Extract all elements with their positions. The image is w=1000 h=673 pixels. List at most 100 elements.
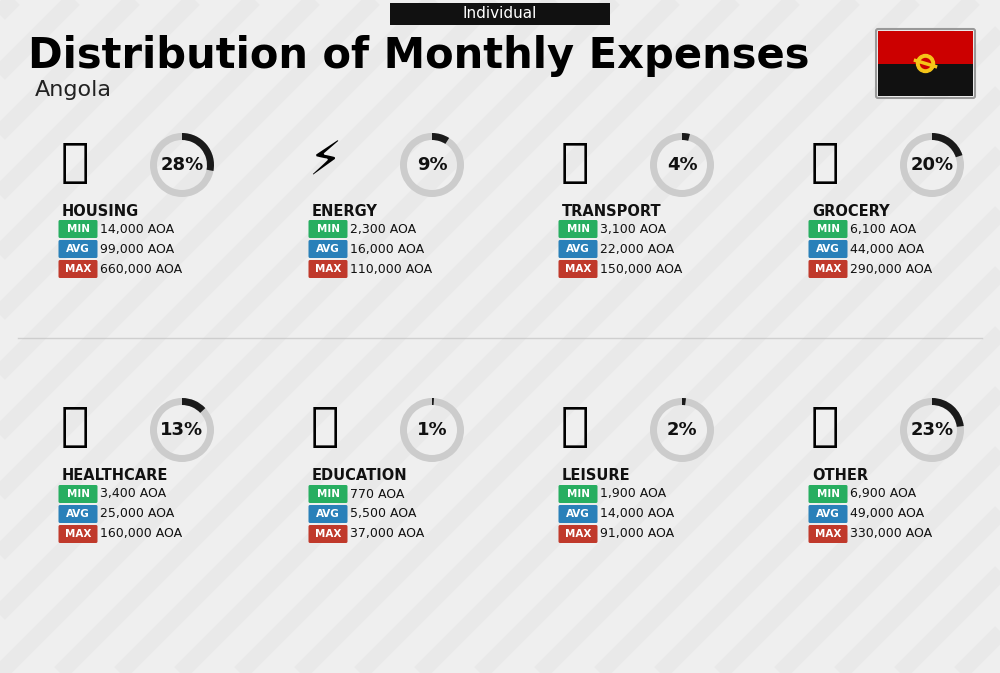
Text: 160,000 AOA: 160,000 AOA <box>100 528 182 540</box>
Text: 23%: 23% <box>910 421 954 439</box>
FancyBboxPatch shape <box>558 240 598 258</box>
Wedge shape <box>150 398 214 462</box>
Text: AVG: AVG <box>316 509 340 519</box>
Text: GROCERY: GROCERY <box>812 203 890 219</box>
FancyBboxPatch shape <box>808 485 848 503</box>
Text: MAX: MAX <box>315 529 341 539</box>
Text: 1,900 AOA: 1,900 AOA <box>600 487 666 501</box>
Text: OTHER: OTHER <box>812 468 868 483</box>
Text: Individual: Individual <box>463 7 537 22</box>
FancyBboxPatch shape <box>308 260 348 278</box>
Wedge shape <box>682 133 690 141</box>
FancyBboxPatch shape <box>58 260 98 278</box>
Text: 37,000 AOA: 37,000 AOA <box>350 528 424 540</box>
Text: MAX: MAX <box>65 264 91 274</box>
FancyBboxPatch shape <box>558 485 598 503</box>
Text: AVG: AVG <box>816 509 840 519</box>
FancyBboxPatch shape <box>390 3 610 25</box>
Text: LEISURE: LEISURE <box>562 468 631 483</box>
FancyBboxPatch shape <box>308 485 348 503</box>
Text: Distribution of Monthly Expenses: Distribution of Monthly Expenses <box>28 35 810 77</box>
Text: 660,000 AOA: 660,000 AOA <box>100 262 182 275</box>
FancyBboxPatch shape <box>558 505 598 523</box>
Text: 2%: 2% <box>667 421 697 439</box>
FancyBboxPatch shape <box>308 220 348 238</box>
Text: MAX: MAX <box>815 264 841 274</box>
FancyBboxPatch shape <box>558 260 598 278</box>
Text: MIN: MIN <box>66 224 90 234</box>
Text: AVG: AVG <box>566 244 590 254</box>
Circle shape <box>920 59 930 69</box>
Text: AVG: AVG <box>316 244 340 254</box>
Text: MAX: MAX <box>815 529 841 539</box>
Polygon shape <box>878 31 973 63</box>
Text: 🛍: 🛍 <box>561 406 589 450</box>
FancyBboxPatch shape <box>558 525 598 543</box>
FancyBboxPatch shape <box>808 260 848 278</box>
Text: AVG: AVG <box>816 244 840 254</box>
Wedge shape <box>150 133 214 197</box>
FancyBboxPatch shape <box>808 505 848 523</box>
Text: 🚌: 🚌 <box>561 141 589 186</box>
Text: MAX: MAX <box>315 264 341 274</box>
Text: 14,000 AOA: 14,000 AOA <box>600 507 674 520</box>
Text: MIN: MIN <box>566 489 590 499</box>
FancyBboxPatch shape <box>808 240 848 258</box>
Text: 150,000 AOA: 150,000 AOA <box>600 262 682 275</box>
Text: Angola: Angola <box>35 80 112 100</box>
Text: 6,100 AOA: 6,100 AOA <box>850 223 916 236</box>
FancyBboxPatch shape <box>58 240 98 258</box>
Text: 🏥: 🏥 <box>61 406 89 450</box>
Polygon shape <box>878 63 973 96</box>
Text: MAX: MAX <box>65 529 91 539</box>
Text: 🛒: 🛒 <box>811 141 839 186</box>
Text: 💰: 💰 <box>811 406 839 450</box>
Text: AVG: AVG <box>566 509 590 519</box>
Text: ENERGY: ENERGY <box>312 203 378 219</box>
Text: 20%: 20% <box>910 156 954 174</box>
Text: AVG: AVG <box>66 509 90 519</box>
FancyBboxPatch shape <box>558 220 598 238</box>
Text: 770 AOA: 770 AOA <box>350 487 404 501</box>
Text: 13%: 13% <box>160 421 204 439</box>
Text: HEALTHCARE: HEALTHCARE <box>62 468 168 483</box>
Text: 2,300 AOA: 2,300 AOA <box>350 223 416 236</box>
Wedge shape <box>182 133 214 171</box>
Wedge shape <box>682 398 686 405</box>
FancyBboxPatch shape <box>808 220 848 238</box>
FancyBboxPatch shape <box>308 240 348 258</box>
Text: 330,000 AOA: 330,000 AOA <box>850 528 932 540</box>
Text: ⚡: ⚡ <box>308 141 342 186</box>
Text: 44,000 AOA: 44,000 AOA <box>850 242 924 256</box>
Wedge shape <box>400 398 464 462</box>
Wedge shape <box>432 398 434 405</box>
Text: 290,000 AOA: 290,000 AOA <box>850 262 932 275</box>
FancyBboxPatch shape <box>308 505 348 523</box>
Text: MIN: MIN <box>316 224 340 234</box>
Wedge shape <box>932 133 962 157</box>
Wedge shape <box>900 133 964 197</box>
Text: 6,900 AOA: 6,900 AOA <box>850 487 916 501</box>
FancyBboxPatch shape <box>808 525 848 543</box>
Text: 4%: 4% <box>667 156 697 174</box>
Text: MAX: MAX <box>565 529 591 539</box>
Text: HOUSING: HOUSING <box>62 203 139 219</box>
Text: MIN: MIN <box>66 489 90 499</box>
Text: 3,400 AOA: 3,400 AOA <box>100 487 166 501</box>
Wedge shape <box>900 398 964 462</box>
Text: 16,000 AOA: 16,000 AOA <box>350 242 424 256</box>
Wedge shape <box>650 133 714 197</box>
Circle shape <box>916 55 934 73</box>
Text: 91,000 AOA: 91,000 AOA <box>600 528 674 540</box>
Text: MIN: MIN <box>816 489 840 499</box>
Wedge shape <box>400 133 464 197</box>
Text: 9%: 9% <box>417 156 447 174</box>
Text: MIN: MIN <box>816 224 840 234</box>
Text: 110,000 AOA: 110,000 AOA <box>350 262 432 275</box>
Text: 14,000 AOA: 14,000 AOA <box>100 223 174 236</box>
Wedge shape <box>432 133 449 144</box>
Text: 25,000 AOA: 25,000 AOA <box>100 507 174 520</box>
FancyBboxPatch shape <box>58 220 98 238</box>
Text: 49,000 AOA: 49,000 AOA <box>850 507 924 520</box>
Text: 28%: 28% <box>160 156 204 174</box>
